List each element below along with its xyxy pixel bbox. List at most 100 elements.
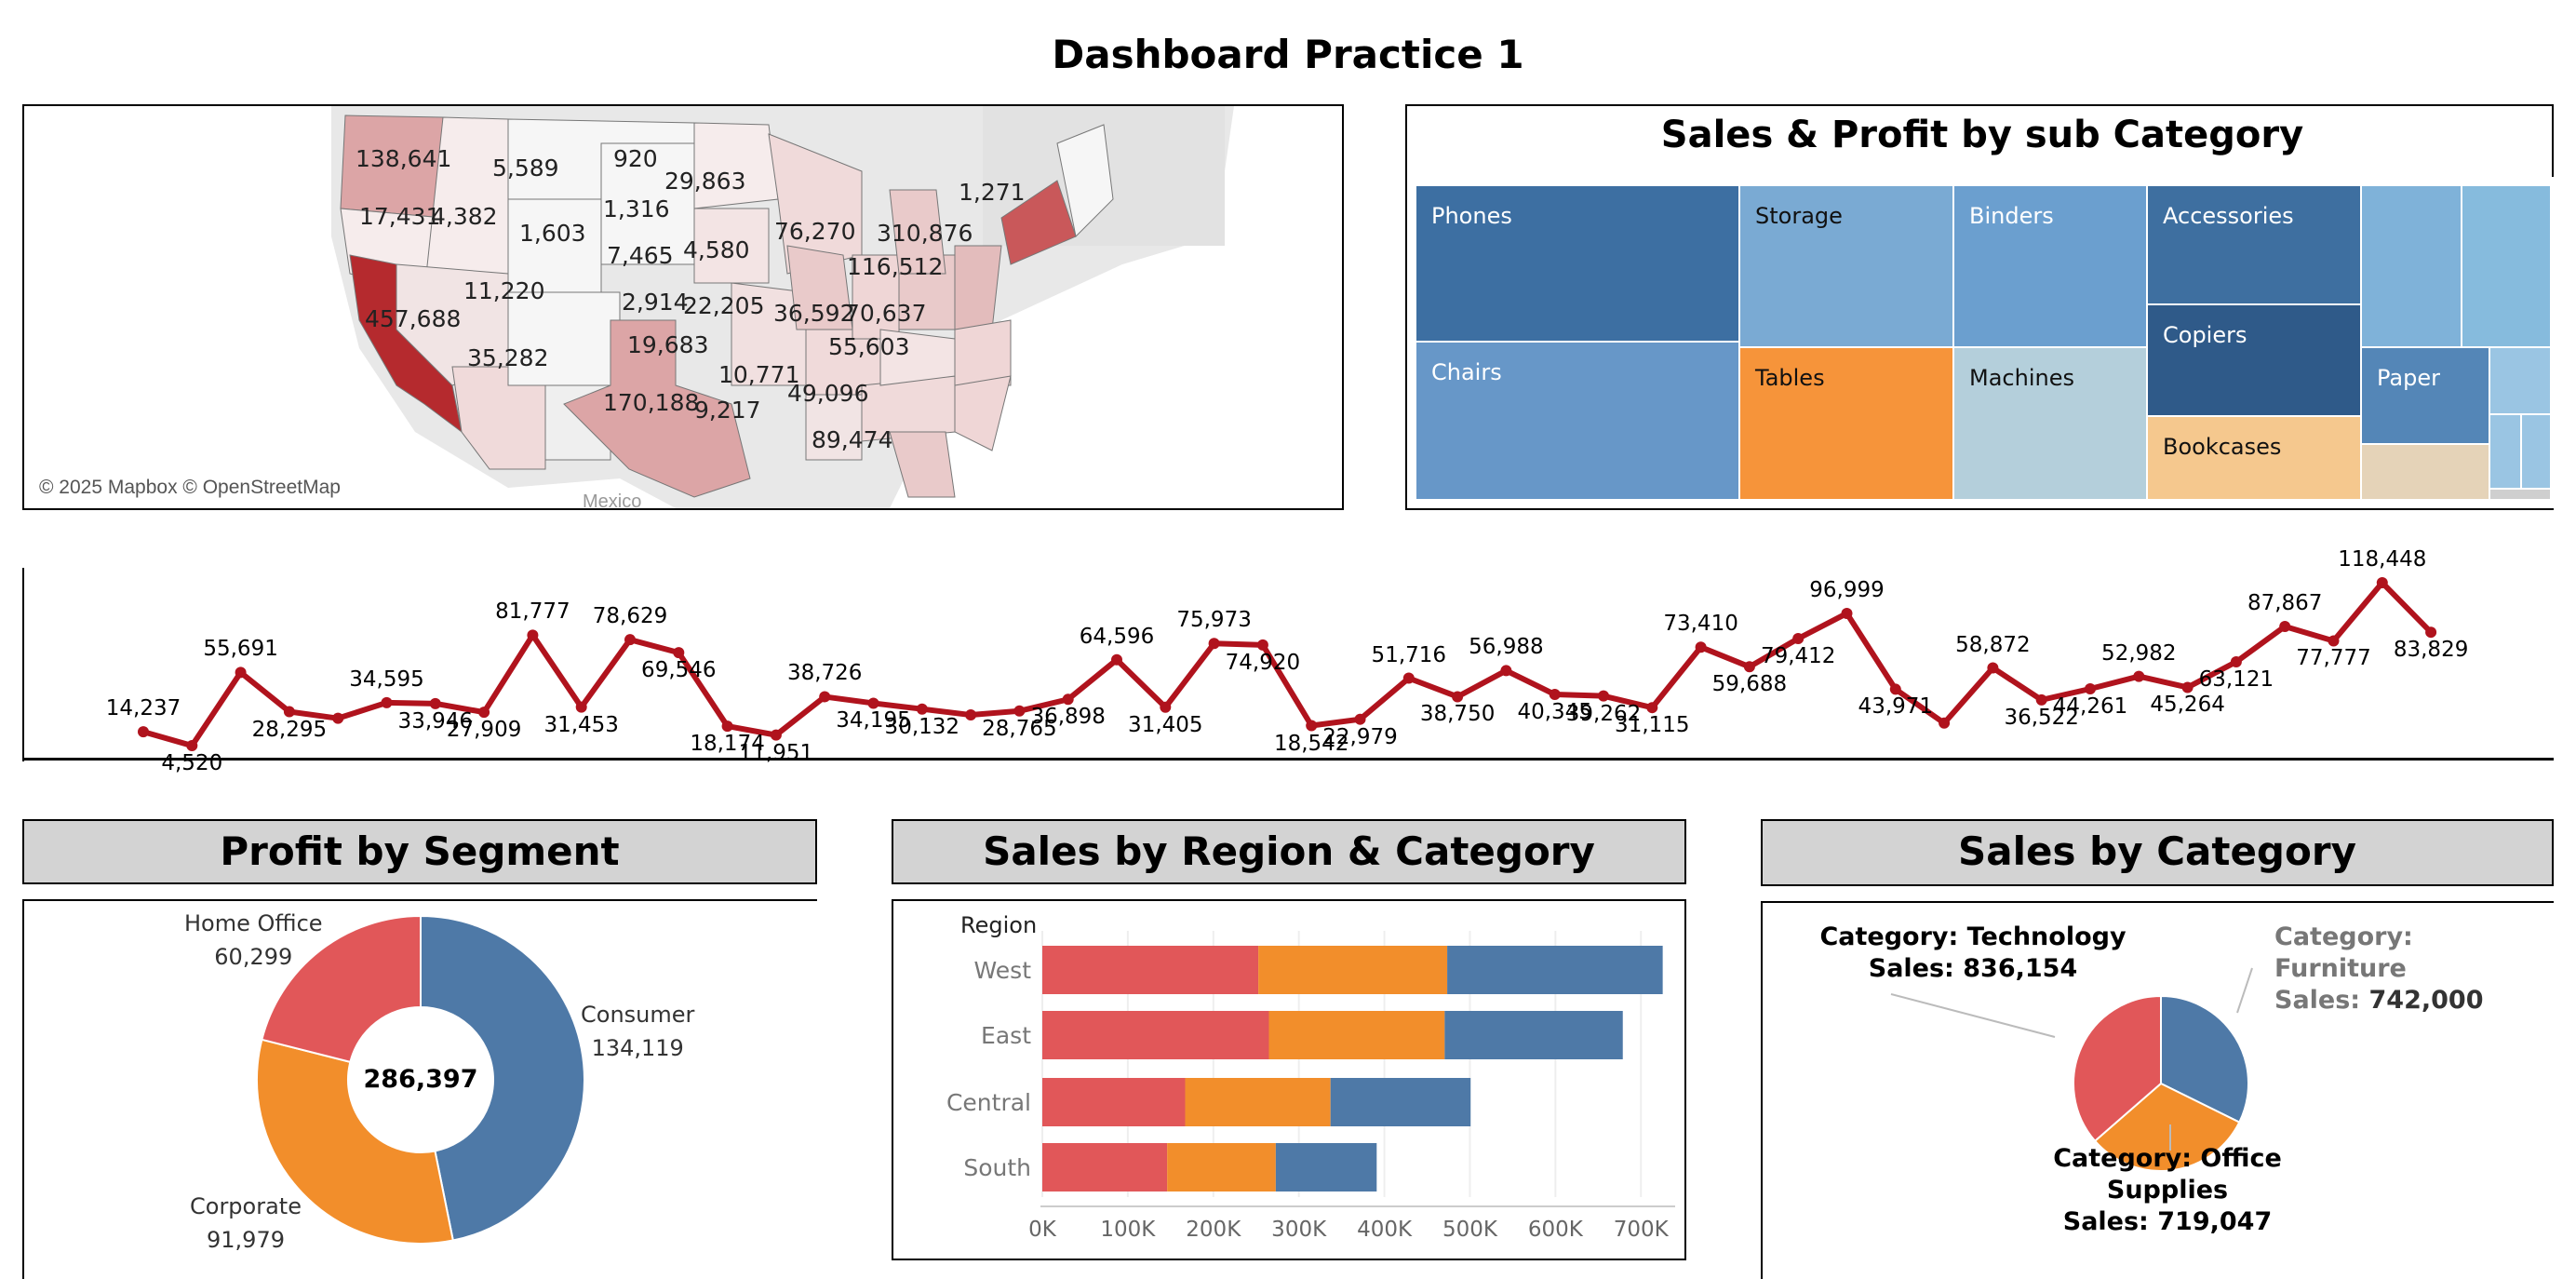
line-data-label: 28,295	[251, 717, 328, 742]
pie-label-value: 742,000	[2368, 986, 2484, 1015]
line-point[interactable]	[575, 701, 587, 713]
treemap-cell-small[interactable]	[2489, 346, 2552, 415]
line-point[interactable]	[429, 697, 441, 709]
line-point[interactable]	[1013, 705, 1026, 717]
line-point[interactable]	[283, 706, 295, 718]
line-point[interactable]	[1500, 665, 1512, 677]
us-map[interactable]	[24, 106, 1342, 508]
region-bar-segment[interactable]	[1268, 1011, 1445, 1059]
line-point[interactable]	[381, 696, 393, 708]
line-point[interactable]	[1160, 701, 1172, 713]
line-point[interactable]	[1306, 720, 1318, 732]
line-point[interactable]	[478, 707, 490, 719]
line-point[interactable]	[721, 720, 733, 733]
line-point[interactable]	[138, 726, 149, 738]
map-value-label: 76,270	[774, 218, 856, 245]
pie-slice[interactable]	[2160, 994, 2249, 1124]
line-point[interactable]	[2181, 681, 2194, 693]
region-bar-segment[interactable]	[1185, 1078, 1331, 1126]
line-point[interactable]	[1354, 713, 1366, 725]
treemap-cell-small[interactable]	[2489, 488, 2552, 501]
region-bar-segment[interactable]	[1042, 946, 1259, 994]
treemap-cell-small[interactable]	[2489, 413, 2522, 490]
line-point[interactable]	[2279, 620, 2291, 632]
line-point[interactable]	[235, 666, 247, 679]
line-point[interactable]	[819, 691, 831, 703]
line-point[interactable]	[1111, 653, 1122, 666]
donut-slice[interactable]	[420, 914, 585, 1242]
pie-slice[interactable]	[2093, 1082, 2241, 1172]
line-point[interactable]	[1889, 683, 1901, 695]
pie-slice[interactable]	[2073, 994, 2162, 1143]
map-panel[interactable]: 138,641 5,589 920 29,863 1,271 17,431 4,…	[22, 104, 1344, 510]
treemap-cell-machines[interactable]: Machines	[1952, 346, 2148, 501]
line-chart[interactable]	[0, 559, 2576, 763]
treemap-cell-accessories[interactable]: Accessories	[2146, 184, 2362, 305]
treemap-cell-storage[interactable]: Storage	[1738, 184, 1954, 348]
segment-donut-chart[interactable]	[225, 884, 616, 1275]
line-data-label: 27,909	[446, 718, 522, 743]
treemap-cell-binders[interactable]: Binders	[1952, 184, 2148, 348]
treemap-cell-small[interactable]	[2520, 413, 2552, 490]
line-point[interactable]	[2425, 626, 2437, 639]
treemap-cell-small[interactable]	[2360, 184, 2462, 348]
category-pie-chart[interactable]	[2040, 963, 2282, 1205]
treemap-cell-tables[interactable]: Tables	[1738, 346, 1954, 501]
treemap-cell-paper[interactable]: Paper	[2360, 346, 2490, 445]
line-series[interactable]	[142, 580, 2434, 749]
line-point[interactable]	[2085, 682, 2096, 694]
line-point[interactable]	[1646, 702, 1658, 714]
treemap-cell-small[interactable]	[2461, 184, 2552, 348]
donut-slice[interactable]	[261, 914, 422, 1064]
region-bar-segment[interactable]	[1447, 946, 1663, 994]
pie-label-line: Furniture	[2274, 954, 2407, 983]
line-point[interactable]	[867, 697, 879, 709]
donut-slice[interactable]	[256, 1038, 455, 1245]
line-point[interactable]	[1452, 691, 1464, 703]
map-attribution[interactable]: © 2025 Mapbox © OpenStreetMap	[39, 477, 341, 498]
treemap-cell-phones[interactable]: Phones	[1415, 184, 1740, 343]
line-point[interactable]	[1062, 693, 1074, 706]
line-data-label: 30,132	[884, 714, 960, 739]
line-point[interactable]	[1743, 661, 1755, 673]
region-bar-segment[interactable]	[1330, 1078, 1471, 1126]
region-bar-segment[interactable]	[1275, 1143, 1377, 1191]
line-point[interactable]	[673, 647, 685, 659]
line-point[interactable]	[1939, 717, 1951, 729]
region-bar-segment[interactable]	[1444, 1011, 1623, 1059]
region-bar-segment[interactable]	[1042, 1011, 1269, 1059]
line-point[interactable]	[1695, 641, 1707, 653]
line-point[interactable]	[624, 634, 636, 646]
line-point[interactable]	[2133, 670, 2145, 682]
region-bar-segment[interactable]	[1258, 946, 1448, 994]
line-point[interactable]	[916, 703, 928, 715]
line-point[interactable]	[1402, 672, 1415, 684]
line-point[interactable]	[2230, 656, 2242, 668]
line-point[interactable]	[1549, 689, 1561, 701]
line-point[interactable]	[1987, 662, 1999, 674]
region-bar-segment[interactable]	[1167, 1143, 1276, 1191]
line-point[interactable]	[527, 629, 539, 641]
line-point[interactable]	[1208, 638, 1220, 650]
treemap-cell-small[interactable]	[2360, 443, 2490, 501]
treemap-cell-chairs[interactable]: Chairs	[1415, 341, 1740, 501]
line-point[interactable]	[1792, 632, 1805, 644]
region-bar-chart[interactable]	[892, 899, 1686, 1260]
line-point[interactable]	[1841, 607, 1853, 619]
line-point[interactable]	[332, 712, 344, 724]
line-point[interactable]	[965, 709, 977, 721]
line-point[interactable]	[1598, 690, 1609, 702]
line-point[interactable]	[2376, 577, 2388, 588]
treemap-cell-bookcases[interactable]: Bookcases	[2146, 415, 2362, 501]
line-data-label: 38,750	[1419, 702, 1496, 727]
line-point[interactable]	[2328, 635, 2340, 647]
line-point[interactable]	[770, 729, 782, 741]
line-point[interactable]	[2035, 693, 2047, 706]
region-bar-segment[interactable]	[1042, 1143, 1168, 1191]
region-bar-segment[interactable]	[1042, 1078, 1186, 1126]
line-point[interactable]	[1256, 639, 1268, 651]
line-point[interactable]	[186, 740, 198, 752]
line-data-label: 75,973	[1176, 608, 1252, 633]
treemap-cell-copiers[interactable]: Copiers	[2146, 303, 2362, 417]
pie-label-line: Category: Office	[2053, 1144, 2282, 1173]
